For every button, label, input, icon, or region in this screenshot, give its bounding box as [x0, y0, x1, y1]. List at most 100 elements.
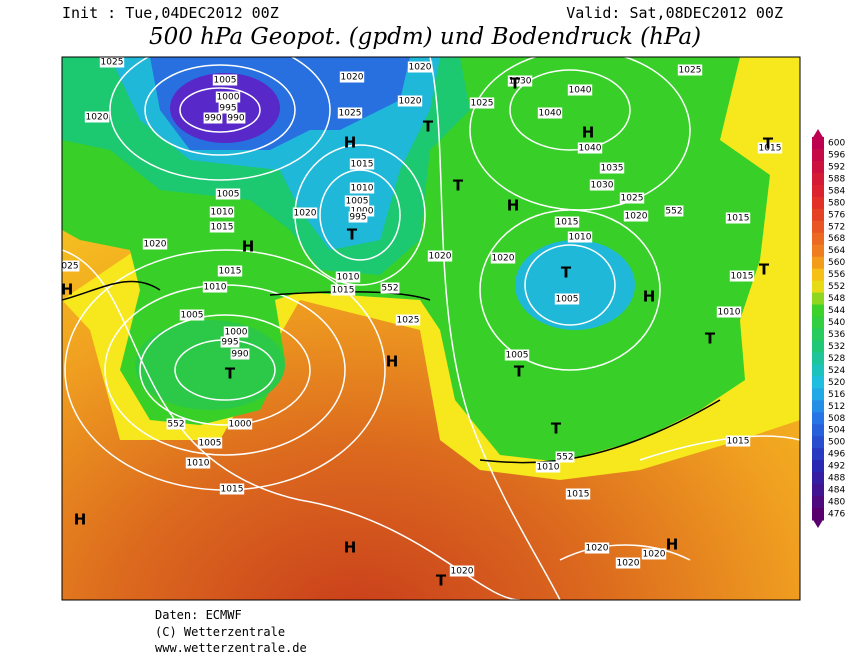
- isobar-label-bg: [99, 57, 125, 68]
- isobar-label-bg: [215, 188, 241, 200]
- isobar-label-bg: [535, 461, 561, 473]
- isobar-label: 1020: [617, 559, 640, 569]
- colorbar-label: 540: [828, 318, 845, 328]
- colorbar-label: 596: [828, 150, 845, 160]
- isobar-label: 1010: [569, 233, 592, 243]
- isobar-label-bg: [380, 282, 400, 294]
- colorbar-label: 512: [828, 402, 845, 412]
- isobar-label: 1020: [341, 73, 364, 83]
- isobar-label-bg: [599, 162, 625, 174]
- isobar-label: 1010: [718, 308, 741, 318]
- isobar-label-bg: [469, 97, 495, 109]
- isobar-label: 1020: [643, 550, 666, 560]
- colorbar-swatch: [812, 292, 824, 306]
- colorbar-cap: [812, 129, 824, 139]
- pressure-center: H: [61, 281, 74, 299]
- colorbar-swatch: [812, 196, 824, 210]
- isobar-label-bg: [554, 216, 580, 228]
- colorbar-swatch: [812, 484, 824, 497]
- isobar-label-bg: [427, 250, 453, 262]
- isobar-label: 1020: [294, 209, 317, 219]
- colorbar-swatch: [812, 496, 824, 509]
- colorbar-label: 524: [828, 366, 845, 376]
- isobar-label-bg: [203, 112, 223, 124]
- cyan-low: [515, 240, 635, 330]
- isobar-label-bg: [218, 102, 238, 114]
- isobar-label: 1030: [591, 181, 614, 191]
- colorbar-swatch: [812, 137, 824, 150]
- isobar-label: 1020: [86, 113, 109, 123]
- isobar-label: 552: [167, 420, 184, 430]
- isobar-label: 1015: [351, 160, 374, 170]
- isobar-label-bg: [185, 457, 211, 469]
- isobar-label-bg: [407, 61, 433, 73]
- isobar-label: 1005: [214, 76, 237, 86]
- isobar-label-bg: [230, 348, 250, 360]
- colorbar-swatch: [812, 472, 824, 485]
- colorbar-cap: [812, 518, 824, 528]
- pressure-center: T: [561, 264, 572, 282]
- colorbar-label: 600: [828, 139, 845, 149]
- colorbar-swatch: [812, 280, 824, 294]
- pressure-center: H: [386, 353, 399, 371]
- isobar-label-bg: [555, 451, 575, 463]
- colorbar-label: 588: [828, 174, 845, 184]
- isobar-label-bg: [84, 111, 110, 123]
- isobar-label-bg: [729, 270, 755, 282]
- isobar-label: 1025: [621, 194, 644, 204]
- colorbar-label: 492: [828, 462, 845, 472]
- colorbar-label: 520: [828, 378, 845, 388]
- colorbar-swatch: [812, 172, 824, 186]
- isobar-label: 1010: [211, 208, 234, 218]
- colorbar-swatch: [812, 316, 824, 329]
- pressure-center: T: [551, 420, 562, 438]
- isobar-label: 995: [349, 213, 366, 223]
- isobar-label: 990: [204, 114, 221, 124]
- isobar-label: 1015: [567, 490, 590, 500]
- isobar-label: 1015: [219, 267, 242, 277]
- colorbar-swatch: [812, 160, 824, 174]
- isobar-label: 1020: [451, 567, 474, 577]
- isobar-label: 1040: [579, 144, 602, 154]
- colorbar-swatch: [812, 388, 824, 401]
- isobar-label: 1015: [221, 485, 244, 495]
- isobar-label-bg: [219, 483, 245, 495]
- isobar-label: 1030: [509, 77, 532, 87]
- colorbar-swatch: [812, 340, 824, 353]
- colorbar-label: 592: [828, 162, 845, 172]
- isobar-label-bg: [202, 281, 228, 293]
- isobar-label-bg: [677, 64, 703, 76]
- isobar-label: 990: [231, 350, 248, 360]
- isobar-label: 1025: [679, 66, 702, 76]
- isobar-label: 1040: [569, 86, 592, 96]
- colorbar-swatch: [812, 328, 824, 341]
- isobar-label: 1005: [346, 197, 369, 207]
- isobar-label: 552: [665, 207, 682, 217]
- isobar-label: 1015: [332, 286, 355, 296]
- colorbar-label: 516: [828, 390, 845, 400]
- isobar-label-bg: [330, 284, 356, 296]
- isobar-label: 1015: [727, 437, 750, 447]
- isobar-label-bg: [504, 349, 530, 361]
- colorbar-label: 476: [828, 510, 845, 520]
- valid-time: Valid: Sat,08DEC2012 00Z: [566, 4, 783, 22]
- colorbar-swatch: [812, 424, 824, 437]
- isobar-label: 990: [227, 114, 244, 124]
- isobar-label: 1020: [586, 544, 609, 554]
- isobar-label: 552: [381, 284, 398, 294]
- isobar-label-bg: [348, 211, 368, 223]
- isobar-label-bg: [209, 206, 235, 218]
- isobar-label-bg: [507, 75, 533, 87]
- isobar-label: 1015: [211, 223, 234, 233]
- isobar-label: 1010: [337, 273, 360, 283]
- pressure-center: T: [763, 135, 774, 153]
- colorbar-swatch: [812, 436, 824, 449]
- colorbar-label: 536: [828, 330, 845, 340]
- isobar-label-bg: [349, 182, 375, 194]
- pressure-center: T: [423, 118, 434, 136]
- colorbar-swatch: [812, 208, 824, 222]
- isobar-label: 1020: [409, 63, 432, 73]
- isobar-label-bg: [537, 107, 563, 119]
- isobar-label-bg: [209, 221, 235, 233]
- colorbar-label: 572: [828, 222, 845, 232]
